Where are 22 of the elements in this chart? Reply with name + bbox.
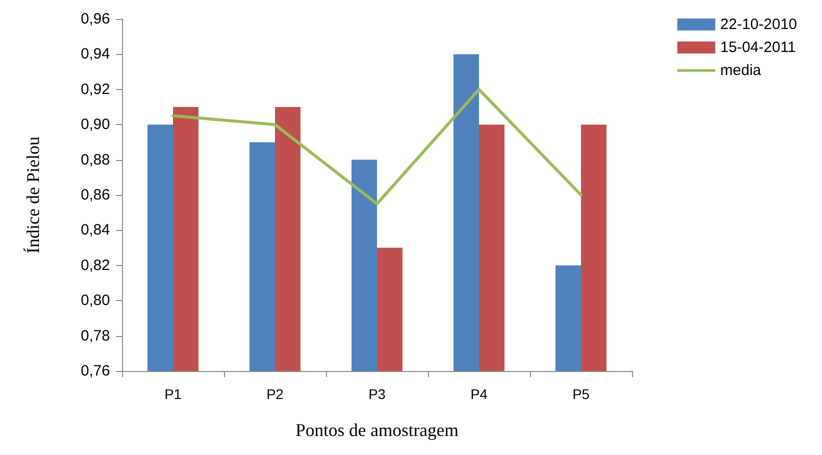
y-tick-label: 0,76 <box>80 362 110 380</box>
y-axis-title: Índice de Pielou <box>23 136 43 254</box>
x-tick-label: P1 <box>164 386 182 402</box>
y-tick-label: 0,92 <box>80 80 110 98</box>
legend-label: media <box>720 62 762 79</box>
legend-label: 15-04-2011 <box>720 39 796 56</box>
x-tick-label: P5 <box>572 386 590 402</box>
x-axis-title: Pontos de amostragem <box>296 420 458 440</box>
y-tick-label: 0,84 <box>80 222 110 239</box>
y-tick-label: 0,94 <box>80 46 110 63</box>
y-tick-label: 0,86 <box>80 186 110 204</box>
y-tick-label: 0,80 <box>80 292 110 310</box>
line-series <box>172 88 582 206</box>
y-tick-label: 0,96 <box>80 10 110 28</box>
y-tick-label: 0,82 <box>80 256 110 274</box>
y-tick-label: 0,88 <box>80 151 110 168</box>
x-tick-label: P2 <box>266 386 284 402</box>
x-tick-label: P4 <box>470 386 488 402</box>
legend-label: 22-10-2010 <box>720 16 798 33</box>
y-tick-label: 0,78 <box>80 327 110 344</box>
y-tick-label: 0,90 <box>80 116 110 134</box>
x-tick-label: P3 <box>368 386 386 402</box>
